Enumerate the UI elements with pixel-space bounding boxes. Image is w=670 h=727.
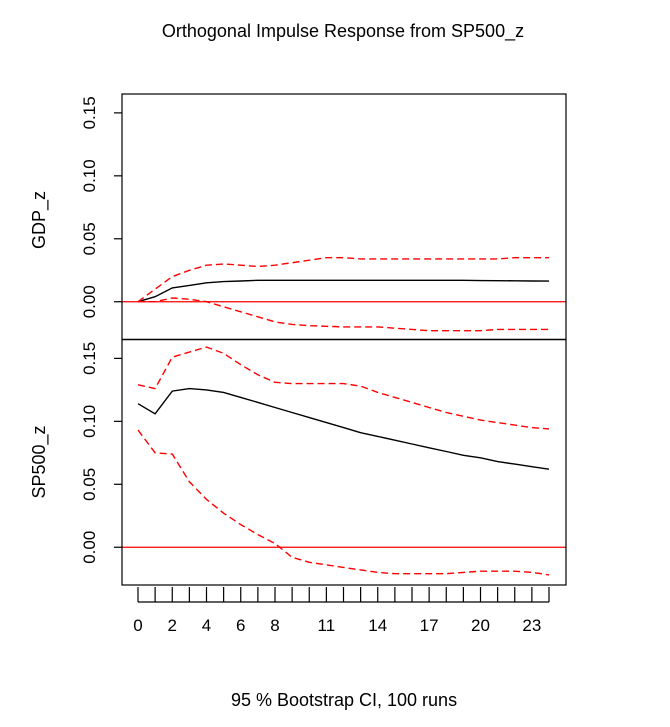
panel-sp500-lower-ci-line xyxy=(137,429,550,576)
footer-note: 95 % Bootstrap CI, 100 runs xyxy=(231,690,457,710)
x-tick-label: 4 xyxy=(202,616,211,635)
x-tick-label: 11 xyxy=(318,616,336,635)
panel-sp500-ytick-label: 0.05 xyxy=(80,468,99,501)
panel-sp500-upper-ci-line xyxy=(137,346,550,430)
panel-gdp-lower-ci-line xyxy=(138,297,549,332)
panel-gdp-plot xyxy=(122,257,566,332)
x-tick-label: 23 xyxy=(522,616,541,635)
panel-sp500-ytick-label: 0.10 xyxy=(80,405,99,438)
x-tick-label: 8 xyxy=(270,616,279,635)
panel-sp500-plot xyxy=(122,346,566,576)
panel-gdp-ytick-label: 0.15 xyxy=(80,96,99,129)
panel-gdp: GDP_z 0.00 0.05 0.10 0.15 xyxy=(29,96,566,332)
x-tick-label: 2 xyxy=(168,616,177,635)
panel-sp500-yticks: 0.00 0.05 0.10 0.15 xyxy=(80,342,122,564)
panel-gdp-ytick-label: 0.05 xyxy=(80,222,99,255)
panel-sp500: SP500_z 0.00 0.05 0.10 0.15 xyxy=(29,342,566,576)
panel-gdp-upper-ci-line xyxy=(137,257,549,303)
panel-sp500-response-line xyxy=(137,387,550,470)
panel-sp500-ytick-label: 0.00 xyxy=(80,531,99,564)
x-tick-label: 20 xyxy=(471,616,490,635)
x-tick-label: 0 xyxy=(133,616,142,635)
panel-sp500-ylabel: SP500_z xyxy=(29,425,50,498)
panel-gdp-response-line xyxy=(137,279,550,303)
panel-sp500-ytick-label: 0.15 xyxy=(80,342,99,375)
panel-gdp-ylabel: GDP_z xyxy=(29,191,50,249)
panel-gdp-yticks: 0.00 0.05 0.10 0.15 xyxy=(80,96,122,318)
x-axis: 0 2 4 6 8 11 14 17 20 23 xyxy=(133,587,550,635)
panel-gdp-ytick-label: 0.10 xyxy=(80,159,99,192)
chart-title: Orthogonal Impulse Response from SP500_z xyxy=(162,21,524,42)
x-tick-label: 17 xyxy=(420,616,439,635)
panel-gdp-ytick-label: 0.00 xyxy=(80,285,99,318)
x-tick-label: 6 xyxy=(236,616,245,635)
x-tick-label: 14 xyxy=(368,616,387,635)
